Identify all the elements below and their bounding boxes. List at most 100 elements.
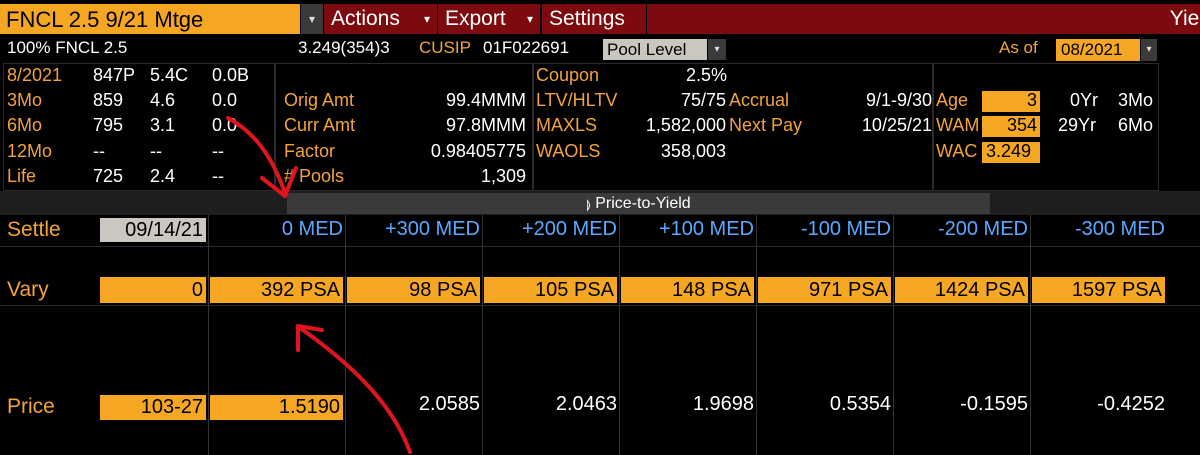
loan-stats-panel	[533, 63, 933, 191]
wam-field[interactable]: 354	[982, 115, 1040, 137]
speed-value: 2.4	[150, 166, 176, 186]
security-dropdown-icon[interactable]: ▾	[301, 4, 323, 34]
vary-cell[interactable]: 105 PSA	[484, 277, 617, 303]
vary-cell[interactable]: 1424 PSA	[895, 277, 1028, 303]
cusip-label: CUSIP	[419, 38, 471, 57]
annotation-arrow-down	[226, 116, 298, 198]
speed-value: --	[150, 141, 162, 161]
loan-stat-value: 358,003	[660, 141, 726, 161]
date-label: Accrual	[729, 90, 790, 110]
price-input[interactable]: 103-27	[100, 395, 206, 420]
yield-value: 0.5354	[829, 393, 891, 415]
yield-value: 2.0585	[418, 393, 480, 415]
price-label: Price	[7, 395, 55, 418]
vary-input[interactable]: 0	[100, 277, 206, 303]
as-of-field[interactable]: 08/2021	[1056, 39, 1140, 61]
speed-value: 725	[93, 166, 124, 186]
scenario-header[interactable]: -200 MED	[937, 218, 1028, 240]
chart-icon: ⟭	[586, 197, 591, 211]
age-field[interactable]: 3	[982, 90, 1040, 112]
settle-date-field[interactable]: 09/14/21	[100, 218, 206, 242]
yield-menu-label: Yiel	[1169, 7, 1200, 30]
security-field[interactable]: FNCL 2.5 9/21 Mtge	[0, 4, 300, 34]
actions-menu-label: Actions	[331, 7, 400, 30]
export-menu-label: Export	[445, 7, 506, 30]
scenario-header[interactable]: +100 MED	[658, 218, 754, 240]
date-label: Next Pay	[729, 115, 803, 135]
vary-cell[interactable]: 98 PSA	[347, 277, 480, 303]
speed-value: 0.0	[212, 90, 238, 110]
amount-value: 99.4MMM	[445, 90, 526, 110]
yield-menu-partial[interactable]: Yiel	[647, 4, 1200, 34]
amounts-panel	[275, 63, 533, 191]
yield-value[interactable]: 1.5190	[210, 395, 343, 420]
export-menu[interactable]: Export ▾	[438, 4, 540, 34]
security-field-text: FNCL 2.5 9/21 Mtge	[6, 7, 204, 32]
loan-stat-label: MAXLS	[536, 115, 598, 135]
scenario-header[interactable]: -100 MED	[800, 218, 891, 240]
wam-months: 6Mo	[1118, 115, 1154, 135]
amount-label: Factor	[284, 141, 336, 161]
age-label: Age	[936, 90, 969, 110]
vary-cell[interactable]: 971 PSA	[758, 277, 891, 303]
scenario-header[interactable]: +300 MED	[384, 218, 480, 240]
grid-divider	[0, 305, 1200, 306]
actions-menu[interactable]: Actions ▾	[324, 4, 437, 34]
loan-stat-label: LTV/HLTV	[536, 90, 618, 110]
age-months: 3Mo	[1118, 90, 1154, 110]
speed-value: 795	[93, 115, 124, 135]
amount-value: 1,309	[480, 166, 526, 186]
loan-stat-label: Coupon	[536, 65, 600, 85]
loan-stat-value: 75/75	[680, 90, 726, 110]
speed-value: 3.1	[150, 115, 176, 135]
speed-period: 12Mo	[7, 141, 53, 161]
vary-cell[interactable]: 392 PSA	[210, 277, 343, 303]
pool-level-select[interactable]: Pool Level	[603, 39, 707, 60]
grid-divider	[756, 215, 757, 455]
grid-divider	[482, 215, 483, 455]
vary-cell[interactable]: 1597 PSA	[1032, 277, 1165, 303]
prepay-speeds-panel	[3, 63, 275, 191]
speed-value: 0.0B	[212, 65, 250, 85]
wam-years: 29Yr	[1058, 115, 1097, 135]
speed-value: --	[212, 141, 224, 161]
annotation-arrow-up	[296, 324, 412, 454]
amount-value: 0.98405775	[430, 141, 526, 161]
speed-period: 8/2021	[7, 65, 63, 85]
chevron-down-icon: ▾	[526, 12, 533, 26]
grid-divider	[619, 215, 620, 455]
scenario-header[interactable]: 0 MED	[281, 218, 343, 240]
age-years: 0Yr	[1070, 90, 1099, 110]
vary-label: Vary	[7, 278, 49, 301]
speed-period: 3Mo	[7, 90, 43, 110]
scenario-header[interactable]: -300 MED	[1074, 218, 1165, 240]
cusip-value: 01F022691	[483, 38, 570, 57]
tab-price-to-yield-label: Price-to-Yield	[595, 195, 691, 212]
settings-menu[interactable]: Settings	[542, 4, 646, 34]
scenario-header[interactable]: +200 MED	[521, 218, 617, 240]
speed-value: 859	[93, 90, 124, 110]
grid-divider	[1030, 215, 1031, 455]
yield-value: 2.0463	[555, 393, 617, 415]
wac-field[interactable]: 3.249	[982, 141, 1040, 163]
grid-divider	[208, 215, 209, 455]
wam-label: WAM	[936, 115, 980, 135]
amount-label: Orig Amt	[284, 90, 355, 110]
vary-cell[interactable]: 148 PSA	[621, 277, 754, 303]
chevron-down-icon[interactable]: ▾	[1141, 39, 1157, 61]
speed-value: --	[212, 166, 224, 186]
loan-stat-value: 1,582,000	[645, 115, 726, 135]
age-value: 3	[1026, 90, 1037, 110]
grid-divider	[345, 215, 346, 455]
speed-period: Life	[7, 166, 37, 186]
date-value: 10/25/21	[861, 115, 932, 135]
tab-price-to-yield[interactable]: ⟭ Price-to-Yield	[287, 193, 990, 214]
as-of-label: As of	[999, 38, 1038, 57]
age-panel	[933, 63, 1159, 191]
wac-value: 3.249	[986, 141, 1032, 161]
loan-stat-value: 2.5%	[686, 65, 728, 85]
chevron-down-icon[interactable]: ▾	[708, 39, 726, 60]
pool-level-label: Pool Level	[607, 40, 687, 59]
wac-label: WAC	[936, 141, 978, 161]
as-of-value: 08/2021	[1061, 40, 1123, 59]
